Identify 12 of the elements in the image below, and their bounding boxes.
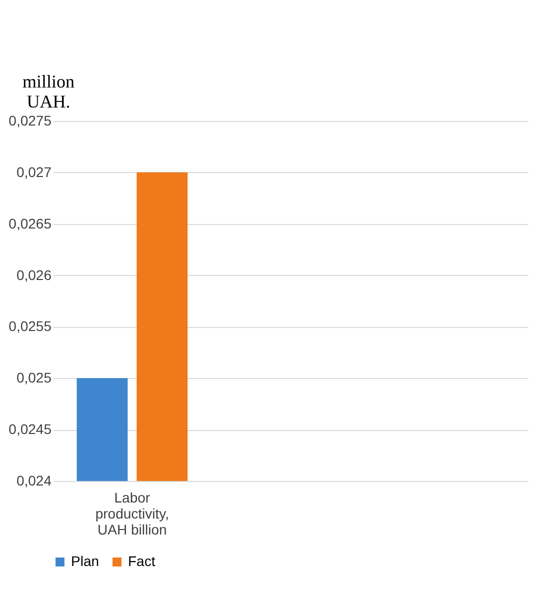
y-axis-title: million UAH. [22, 72, 75, 112]
y-tick-label: 0,024 [16, 472, 52, 488]
y-tick-label: 0,025 [16, 370, 52, 386]
y-tick-label: 0,026 [16, 266, 52, 283]
y-tick-label: 0,0275 [8, 112, 52, 128]
y-tick-label: 0,0255 [8, 318, 52, 334]
legend-label: Plan [71, 553, 100, 569]
x-tick-label: Labor productivity, UAH billion [95, 490, 170, 538]
y-tick-label: 0,0245 [8, 421, 52, 438]
y-tick-label: 0,0265 [8, 215, 52, 232]
legend-label: Fact [128, 553, 156, 569]
y-tick-label: 0,027 [16, 164, 52, 180]
